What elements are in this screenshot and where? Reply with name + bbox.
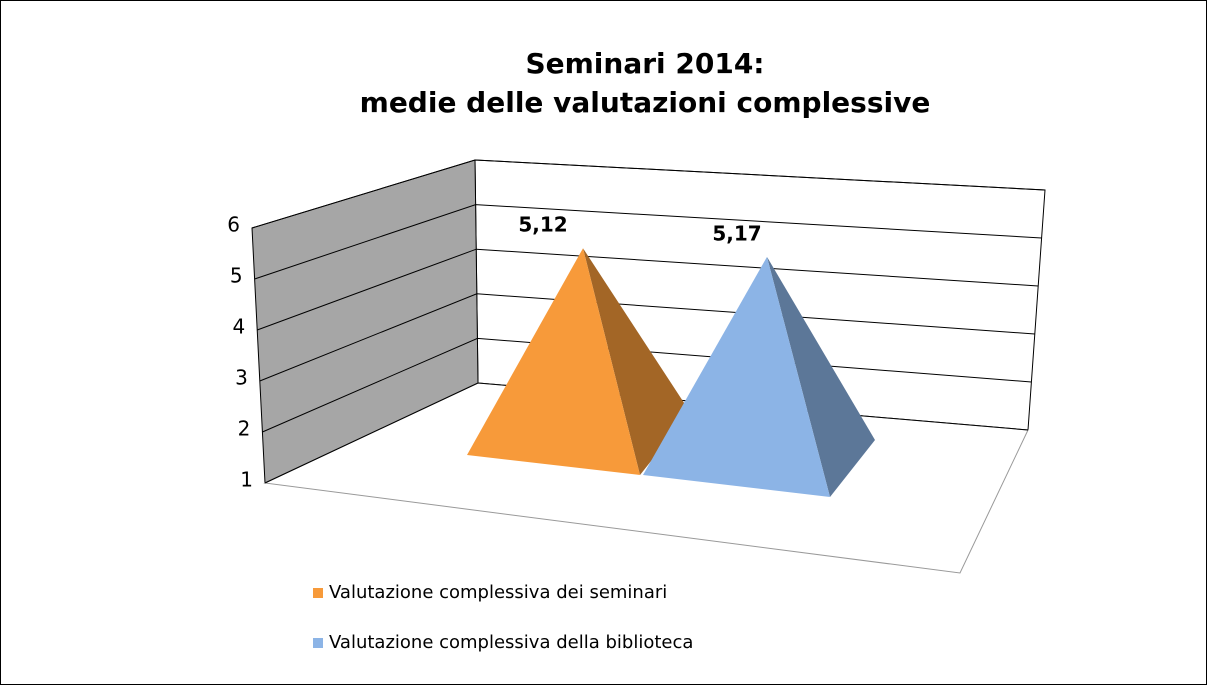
chart-title: Seminari 2014: (525, 47, 764, 80)
y-tick-label: 1 (240, 468, 253, 492)
chart-title: medie delle valutazioni complessive (360, 86, 931, 119)
legend-label: Valutazione complessiva dei seminari (329, 582, 667, 603)
y-tick-label: 2 (238, 417, 251, 441)
legend-swatch (313, 638, 323, 648)
grid-line (254, 204, 1042, 280)
legend-swatch (313, 588, 323, 598)
pyramid-side (767, 256, 875, 497)
legend-label: Valutazione complessiva della biblioteca (329, 632, 693, 653)
grid-line (257, 248, 1039, 331)
y-tick-label: 3 (235, 366, 248, 390)
data-label: 5,17 (712, 221, 761, 245)
grid-line (259, 293, 1035, 382)
pyramid-front (467, 248, 640, 475)
data-label: 5,12 (518, 213, 567, 237)
grid-line (251, 159, 1046, 229)
grid-line (262, 337, 1032, 433)
y-tick-label: 4 (232, 315, 245, 339)
y-tick-label: 5 (230, 264, 243, 288)
y-tick-label: 6 (227, 213, 240, 237)
pyramid-side (583, 248, 690, 475)
pyramid-front (643, 256, 830, 497)
